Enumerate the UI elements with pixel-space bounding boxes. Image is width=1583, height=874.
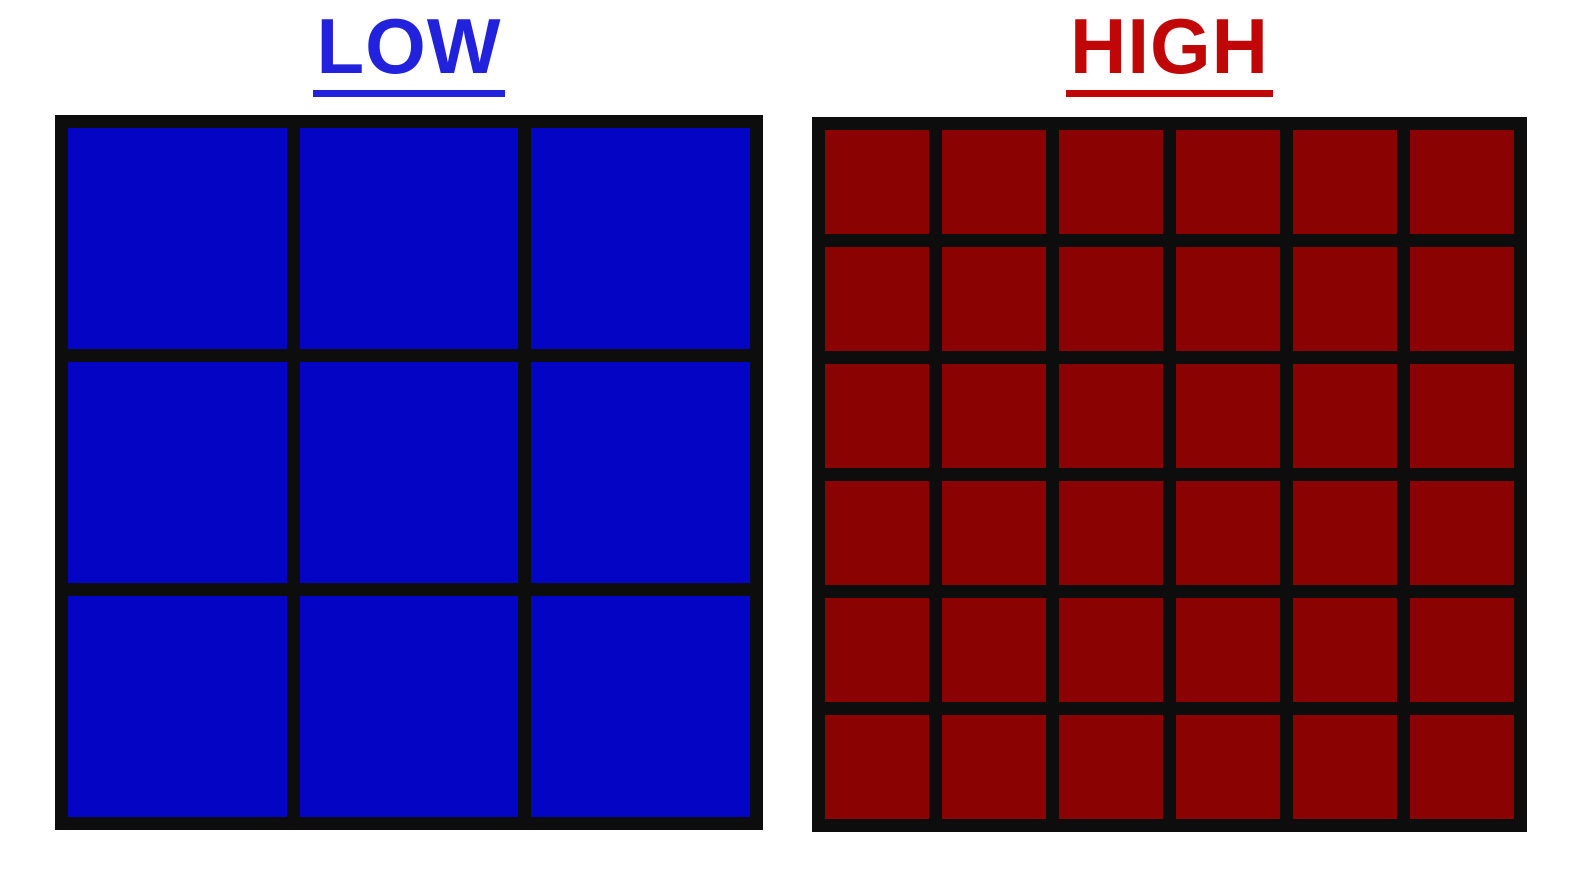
grid-cell: [1176, 130, 1280, 234]
grid-cell: [1293, 247, 1397, 351]
grid-cell: [531, 362, 750, 583]
grid-cell: [1410, 715, 1514, 819]
grid-cell: [825, 247, 929, 351]
grid-cell: [825, 130, 929, 234]
grid-cell: [1059, 247, 1163, 351]
grid-cell: [942, 481, 1046, 585]
grid-cell: [825, 364, 929, 468]
grid-cell: [1059, 130, 1163, 234]
grid-cell: [531, 128, 750, 349]
grid-cell: [1293, 481, 1397, 585]
grid-cell: [942, 715, 1046, 819]
grid-cell: [299, 362, 519, 583]
low-title-label: LOW: [312, 5, 506, 97]
grid-cell: [825, 715, 929, 819]
grid-cell: [299, 596, 519, 817]
grid-cell: [1176, 598, 1280, 702]
grid-cell: [1059, 364, 1163, 468]
grid-cell: [68, 362, 287, 583]
grid-cell: [1059, 481, 1163, 585]
grid-cell: [1176, 715, 1280, 819]
grid-cell: [1293, 130, 1397, 234]
grid-cell: [1410, 481, 1514, 585]
grid-cell: [1293, 715, 1397, 819]
grid-cell: [531, 596, 750, 817]
grid-cell: [1176, 481, 1280, 585]
grid-cell: [942, 364, 1046, 468]
low-grid: [55, 115, 763, 830]
grid-cell: [1176, 247, 1280, 351]
grid-cell: [942, 130, 1046, 234]
high-grid: [812, 117, 1527, 832]
grid-cell: [825, 481, 929, 585]
grid-cell: [299, 128, 519, 349]
grid-cell: [68, 596, 287, 817]
grid-cell: [942, 598, 1046, 702]
grid-cell: [1410, 364, 1514, 468]
grid-cell: [68, 128, 287, 349]
grid-cell: [1410, 130, 1514, 234]
high-title-label: HIGH: [1066, 5, 1273, 97]
high-title: HIGH: [812, 5, 1527, 97]
grid-cell: [1059, 598, 1163, 702]
grid-cell: [942, 247, 1046, 351]
low-title: LOW: [55, 5, 763, 97]
grid-cell: [1410, 247, 1514, 351]
grid-cell: [1176, 364, 1280, 468]
grid-cell: [1059, 715, 1163, 819]
grid-cell: [1410, 598, 1514, 702]
grid-cell: [1293, 598, 1397, 702]
grid-cell: [825, 598, 929, 702]
grid-cell: [1293, 364, 1397, 468]
